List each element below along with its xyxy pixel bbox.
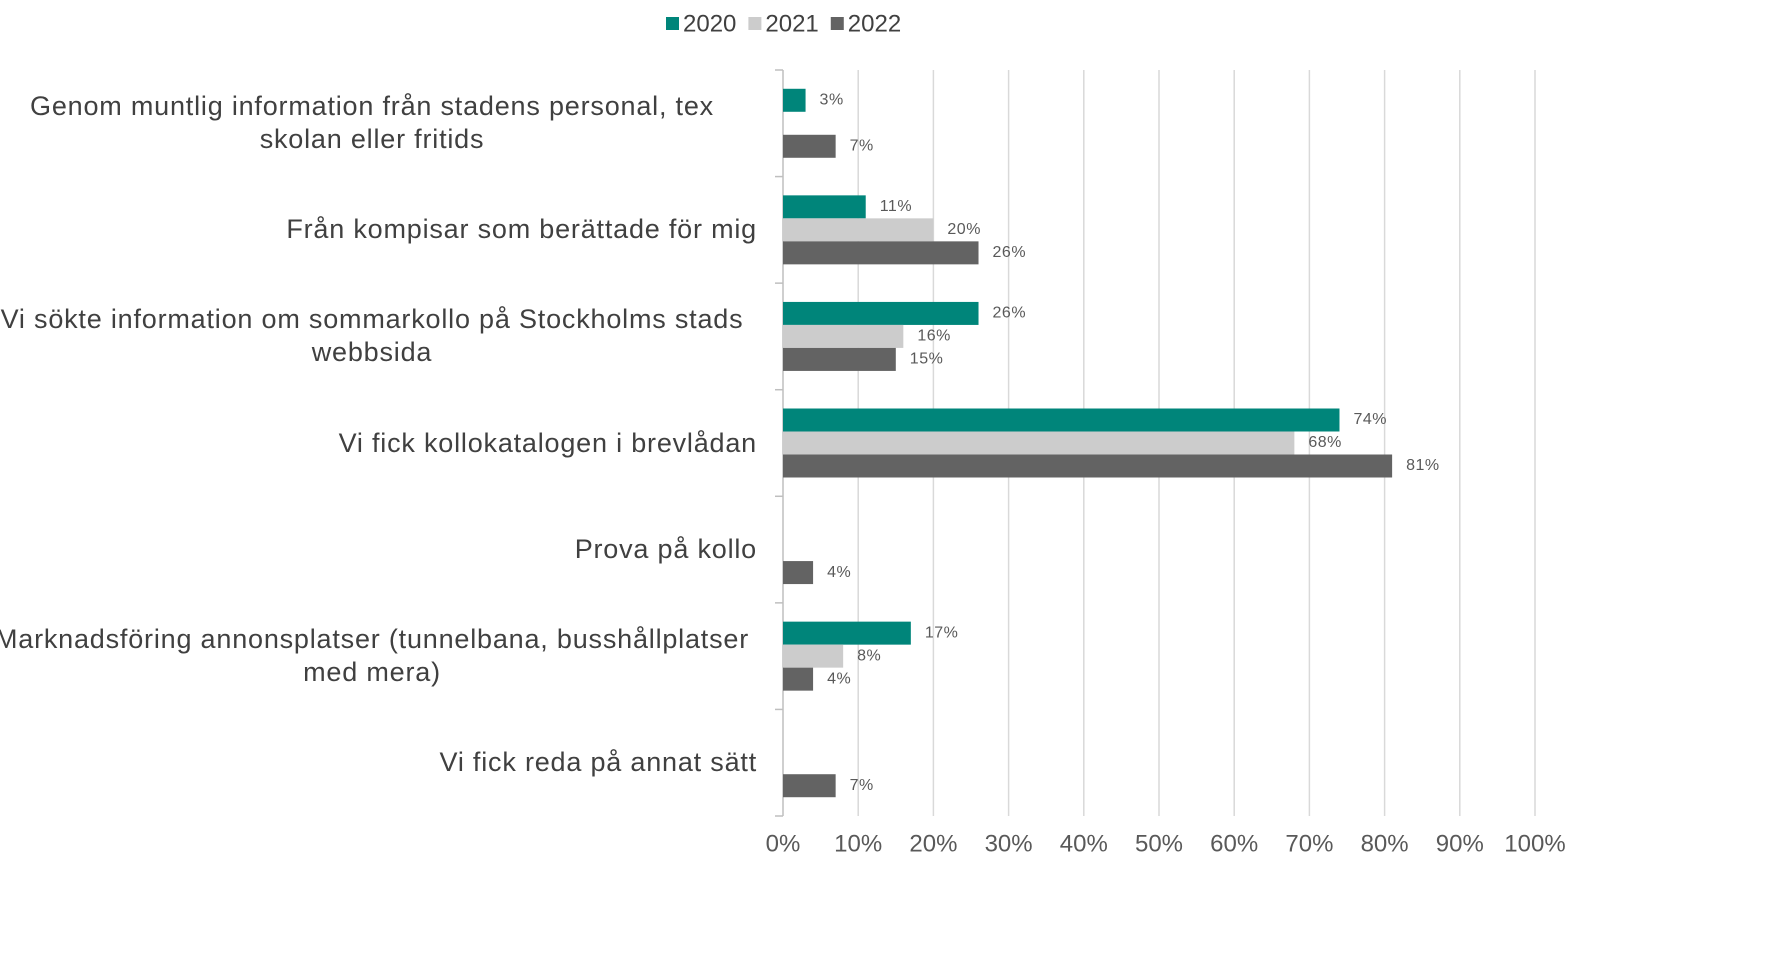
bar [783, 774, 836, 798]
data-label: 74% [1353, 411, 1387, 428]
data-label: 7% [850, 138, 874, 155]
data-label: 20% [947, 221, 981, 238]
legend-swatch [666, 17, 679, 30]
bar [783, 561, 814, 585]
bar [783, 241, 979, 265]
category-label-box: Vi fick kollokatalogen i brevlådan [0, 393, 757, 493]
x-tick-label: 90% [1436, 830, 1484, 857]
data-label: 26% [993, 244, 1027, 261]
data-label: 8% [857, 647, 881, 664]
x-tick-label: 80% [1361, 830, 1409, 857]
y-tick-label: Från kompisar som berättade för mig [286, 214, 757, 245]
x-tick-label: 40% [1060, 830, 1108, 857]
bar [783, 408, 1340, 432]
y-tick-label: Vi fick kollokatalogen i brevlådan [338, 427, 757, 458]
data-label: 17% [925, 624, 959, 641]
x-tick-label: 50% [1135, 830, 1183, 857]
bar [783, 88, 806, 112]
y-tick-label: Vi sökte information om sommarkollo på S… [0, 304, 744, 368]
bar [783, 301, 979, 325]
x-tick-label: 0% [766, 830, 801, 857]
legend-swatch [748, 17, 762, 30]
legend-label: 2021 [765, 10, 818, 37]
x-tick-label: 70% [1285, 830, 1333, 857]
x-tick-label: 30% [985, 830, 1033, 857]
category-label-box: Vi fick reda på annat sätt [0, 713, 757, 813]
bar [783, 621, 911, 645]
bar [783, 454, 1393, 478]
x-tick-label: 10% [834, 830, 882, 857]
legend-swatch [830, 17, 844, 30]
data-label: 81% [1406, 457, 1440, 474]
y-tick-label: Vi fick reda på annat sätt [439, 747, 757, 778]
data-label: 4% [827, 564, 851, 581]
x-tick-label: 100% [1504, 830, 1565, 857]
y-tick-label: Prova på kollo [574, 534, 757, 565]
category-label-box: Genom muntlig information från stadens p… [0, 73, 757, 173]
bar [783, 195, 866, 219]
category-label-box: Marknadsföring annonsplatser (tunnelbana… [0, 606, 757, 706]
bar [783, 324, 904, 348]
bar [783, 644, 844, 668]
data-label: 26% [993, 305, 1027, 322]
bar [783, 667, 814, 691]
y-tick-label: Marknadsföring annonsplatser (tunnelbana… [0, 624, 750, 688]
bar [783, 218, 934, 242]
data-label: 4% [827, 670, 851, 687]
data-label: 3% [820, 92, 844, 109]
data-label: 68% [1308, 434, 1342, 451]
data-label: 16% [917, 328, 951, 345]
y-tick-label: Genom muntlig information från stadens p… [30, 91, 714, 155]
category-label-box: Från kompisar som berättade för mig [0, 180, 757, 280]
bar [783, 431, 1295, 455]
bar [783, 347, 896, 371]
category-label-box: Prova på kollo [0, 500, 757, 600]
bar [783, 134, 836, 158]
legend-label: 2020 [683, 10, 736, 37]
legend-label: 2022 [848, 10, 901, 37]
data-label: 11% [880, 198, 912, 215]
category-label-box: Vi sökte information om sommarkollo på S… [0, 286, 757, 386]
data-label: 7% [850, 777, 874, 794]
data-label: 15% [910, 351, 944, 368]
x-tick-label: 20% [909, 830, 957, 857]
x-tick-label: 60% [1210, 830, 1258, 857]
